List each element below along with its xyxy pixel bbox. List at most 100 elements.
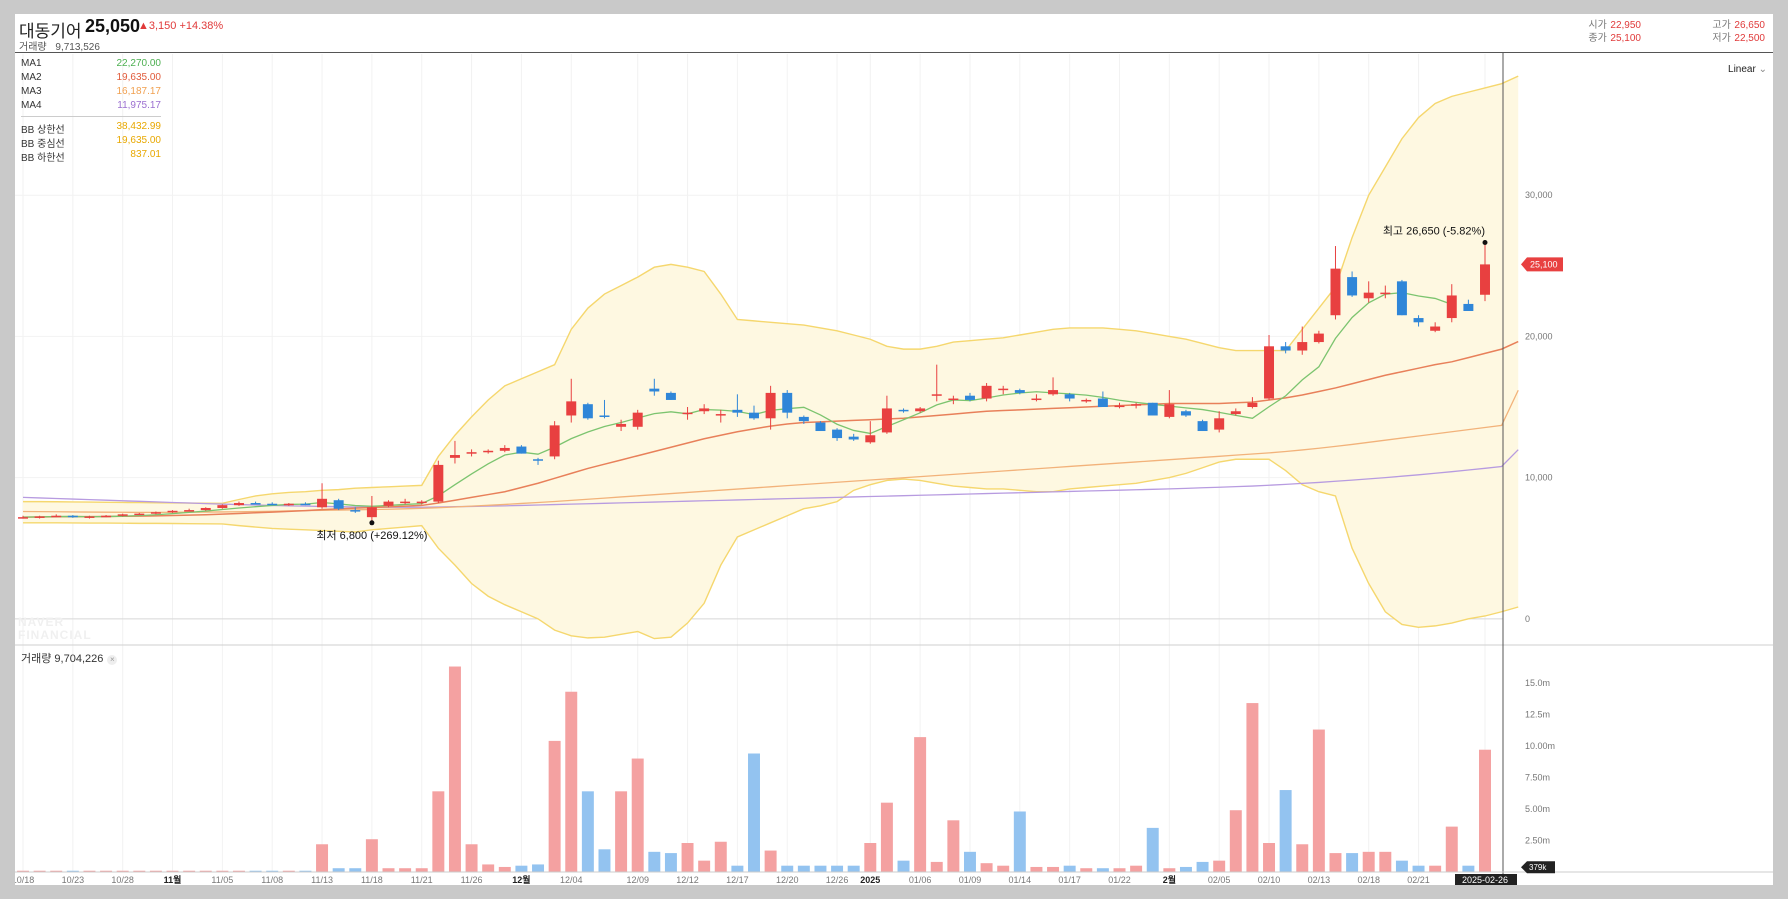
low-price: 저가 22,500 bbox=[1712, 33, 1765, 44]
legend-ma3: MA3 16,187.17 bbox=[21, 86, 161, 97]
volume-bar bbox=[698, 860, 711, 872]
candle bbox=[599, 399, 610, 419]
volume-bar bbox=[1279, 790, 1292, 872]
candle bbox=[233, 501, 244, 506]
x-tick-label: 01/06 bbox=[909, 875, 932, 885]
candle-body bbox=[1147, 402, 1158, 416]
candle-body bbox=[167, 510, 178, 513]
low-annotation: 최저 6,800 (+269.12%) bbox=[316, 529, 427, 542]
x-tick-label: 01/14 bbox=[1009, 875, 1032, 885]
volume-bar bbox=[631, 758, 644, 872]
y-tick-label: 20,000 bbox=[1525, 331, 1553, 341]
candle bbox=[466, 449, 477, 457]
volume-bar bbox=[415, 868, 428, 872]
legend-ma1: MA1 22,270.00 bbox=[21, 58, 161, 69]
candle-body bbox=[715, 414, 726, 416]
candle bbox=[167, 510, 178, 513]
volume-bar bbox=[1296, 844, 1309, 872]
header-volume: 거래량 9,713,526 bbox=[19, 38, 100, 53]
volume-bar bbox=[681, 843, 694, 872]
candle-body bbox=[18, 517, 28, 519]
volume-bar bbox=[166, 870, 179, 872]
volume-bar bbox=[1013, 811, 1026, 872]
volume-tick-label: 7.50m bbox=[1525, 772, 1550, 782]
candle-body bbox=[300, 503, 311, 506]
volume-bar bbox=[282, 870, 295, 872]
volume-bar bbox=[66, 870, 79, 872]
candle bbox=[101, 515, 112, 518]
scale-mode-select[interactable]: Linear ⌄ bbox=[1728, 64, 1767, 75]
candle-body bbox=[34, 516, 45, 518]
candle bbox=[715, 409, 726, 423]
candle-body bbox=[1264, 346, 1275, 399]
candle bbox=[449, 440, 460, 464]
candle-body bbox=[1480, 264, 1490, 295]
candle-body bbox=[1164, 404, 1175, 417]
candle bbox=[134, 512, 145, 516]
x-tick-label: 2025-02-26 bbox=[1462, 875, 1508, 885]
candle bbox=[499, 445, 510, 453]
candle bbox=[1280, 342, 1291, 354]
candle-body bbox=[483, 450, 494, 453]
candle bbox=[798, 415, 809, 424]
volume-bar bbox=[116, 870, 129, 872]
price-change: ▲3,150 +14.38% bbox=[138, 20, 224, 32]
indicator-legend: MA1 22,270.00 MA2 19,635.00 MA3 16,187.17 MA4 1… bbox=[21, 58, 161, 164]
candle bbox=[981, 383, 992, 402]
volume-bar bbox=[648, 851, 661, 872]
volume-bar bbox=[1130, 865, 1143, 872]
volume-bar bbox=[1179, 866, 1192, 872]
candle-body bbox=[1197, 421, 1208, 432]
candle-body bbox=[649, 388, 660, 392]
x-tick-label: 2025 bbox=[860, 875, 880, 885]
volume-bar bbox=[1445, 826, 1458, 872]
candle-body bbox=[699, 408, 710, 412]
volume-bar bbox=[332, 868, 345, 872]
volume-bar bbox=[1429, 865, 1442, 872]
candle bbox=[1297, 326, 1308, 355]
candle bbox=[765, 385, 776, 430]
volume-bar bbox=[1213, 860, 1226, 872]
volume-bar bbox=[1462, 865, 1475, 872]
price-chart[interactable]: 0 10,000 20,000 30,000 2.50m 5.00m 7.50m 10.00m… bbox=[15, 14, 1773, 885]
candle-body bbox=[881, 408, 892, 433]
volume-bar bbox=[1229, 810, 1242, 872]
x-tick-label: 12/17 bbox=[726, 875, 749, 885]
stock-name: 대동기어 bbox=[19, 22, 82, 41]
candle-body bbox=[233, 503, 244, 506]
volume-bar bbox=[731, 865, 744, 872]
candle bbox=[1230, 408, 1241, 416]
candle bbox=[433, 460, 444, 504]
volume-bar bbox=[216, 870, 229, 872]
chart-frame: 0 10,000 20,000 30,000 2.50m 5.00m 7.50m 10.00m… bbox=[15, 14, 1773, 885]
candle bbox=[1247, 397, 1258, 409]
volume-bar bbox=[133, 870, 146, 872]
close-icon[interactable]: × bbox=[107, 655, 118, 665]
volume-bar bbox=[1196, 861, 1209, 872]
volume-bar bbox=[880, 802, 893, 872]
x-tick-label: 01/09 bbox=[959, 875, 982, 885]
volume-bar bbox=[1047, 866, 1060, 872]
high-marker bbox=[1482, 240, 1488, 246]
candle-body bbox=[217, 505, 228, 508]
volume-bar bbox=[864, 843, 877, 872]
candle-body bbox=[1114, 405, 1125, 408]
candle-body bbox=[931, 394, 942, 396]
candle bbox=[898, 408, 909, 413]
candle bbox=[749, 405, 759, 420]
current-price-tag bbox=[1521, 257, 1563, 272]
legend-ma2: MA2 19,635.00 bbox=[21, 72, 161, 83]
volume-bar bbox=[997, 865, 1010, 872]
candle bbox=[582, 402, 593, 420]
candle-body bbox=[1330, 268, 1341, 316]
candle-body bbox=[815, 422, 826, 432]
candle-body bbox=[582, 404, 593, 419]
x-tick-current-bg bbox=[1455, 874, 1517, 885]
candle-body bbox=[798, 416, 809, 422]
candle-body bbox=[466, 452, 477, 454]
volume-panel-label: 거래량 9,704,226 × bbox=[21, 650, 118, 666]
candle bbox=[150, 511, 161, 515]
candle bbox=[832, 428, 843, 441]
candle bbox=[1264, 334, 1275, 400]
candle-body bbox=[1031, 398, 1042, 401]
